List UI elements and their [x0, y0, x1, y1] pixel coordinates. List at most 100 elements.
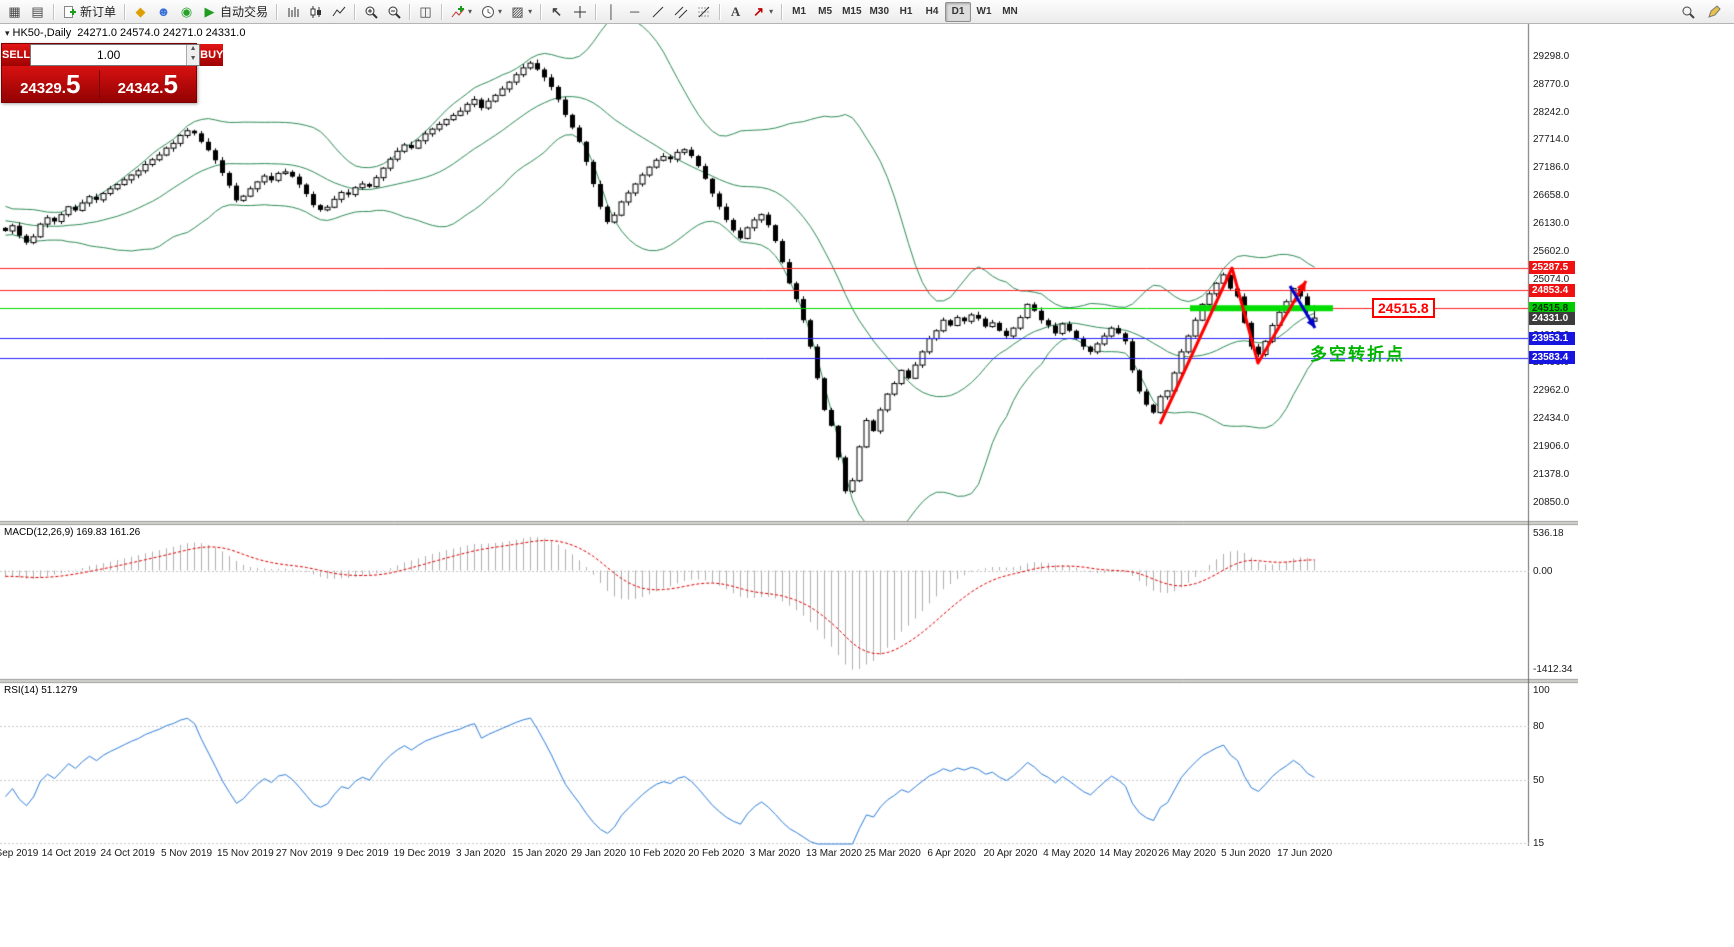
date-label: 25 Mar 2020: [864, 848, 921, 859]
tile-windows-button[interactable]: ◫: [414, 2, 437, 22]
autotrading-button[interactable]: ▶ 自动交易: [198, 2, 272, 22]
one-click-collapse-icon[interactable]: ▾: [5, 28, 10, 38]
toolbar-separator: [441, 3, 443, 20]
date-label: 29 Jan 2020: [570, 848, 627, 859]
buy-button[interactable]: BUY: [200, 44, 224, 66]
trendline-button[interactable]: [646, 2, 669, 22]
price-tag: 25287.5: [1529, 261, 1575, 275]
macd-tick-label: 0.00: [1533, 565, 1553, 577]
magnifier-icon: [1680, 4, 1695, 19]
chart-profiles-button[interactable]: ▤: [26, 2, 49, 22]
buy-price[interactable]: 24342. 5: [100, 71, 197, 97]
timeframe-d1-button[interactable]: D1: [945, 1, 971, 22]
rsi-label: RSI(14) 51.1279: [4, 685, 78, 696]
price-tick-label: 28770.0: [1533, 78, 1570, 90]
price-tick-label: 27186.0: [1533, 162, 1570, 174]
sell-button[interactable]: SELL: [2, 44, 31, 66]
date-label: 19 Dec 2019: [393, 848, 451, 859]
arrows-button[interactable]: ↗ ▾: [747, 2, 777, 22]
vertical-line-button[interactable]: │: [600, 2, 623, 22]
chart-title: ▾ HK50-,Daily 24271.0 24574.0 24271.0 2433…: [5, 27, 245, 39]
equidistant-channel-button[interactable]: [669, 2, 692, 22]
line-chart-button[interactable]: [327, 2, 350, 22]
channel-icon: [673, 4, 688, 19]
metaeditor-button[interactable]: ◆: [129, 2, 152, 22]
rsi-tick-label: 100: [1533, 685, 1550, 696]
date-label: 14 Oct 2019: [41, 848, 97, 859]
price-tick-label: 20850.0: [1533, 496, 1570, 508]
buy-price-main: 24342.: [117, 80, 164, 97]
new-order-button[interactable]: 新订单: [58, 2, 120, 22]
timeframe-m1-button[interactable]: M1: [786, 2, 812, 22]
date-label: 24 Oct 2019: [100, 848, 155, 859]
timeframe-m30-button[interactable]: M30: [866, 2, 893, 22]
rsi-tick-label: 80: [1533, 721, 1545, 732]
price-tick-label: 26658.0: [1533, 190, 1570, 202]
date-label: 3 Mar 2020: [749, 848, 801, 859]
toolbar-separator: [719, 3, 721, 20]
crosshair-button[interactable]: [568, 2, 591, 22]
search-button[interactable]: [1676, 2, 1699, 22]
sell-price[interactable]: 24329. 5: [2, 71, 99, 97]
timeframe-h1-button[interactable]: H1: [893, 2, 919, 22]
date-label: 17 Jun 2020: [1277, 848, 1333, 859]
price-tick-label: 21378.0: [1533, 468, 1570, 480]
zoom-out-button[interactable]: [382, 2, 405, 22]
timeframe-mn-button[interactable]: MN: [997, 2, 1023, 22]
indicators-button[interactable]: ▾: [446, 2, 476, 22]
horizontal-line-button[interactable]: ─: [623, 2, 646, 22]
timeframe-h4-button-label: H4: [925, 6, 939, 17]
timeframe-d1-button-label: D1: [951, 6, 965, 17]
cursor-icon: ↖: [551, 4, 563, 19]
hline-icon: ─: [629, 4, 640, 19]
periods-button[interactable]: ▾: [476, 2, 506, 22]
price-tag: 23953.1: [1529, 331, 1575, 345]
zoom-in-button[interactable]: [359, 2, 382, 22]
chart-canvas[interactable]: [0, 24, 1578, 846]
volume-decrease-button[interactable]: ▼: [187, 55, 200, 65]
community-button[interactable]: ☻: [152, 2, 175, 22]
volume-input[interactable]: [31, 45, 187, 65]
zoomin-icon: [363, 4, 378, 19]
one-click-trading-panel: SELL ▲ ▼ BUY 24329.5 24342.5: [1, 43, 224, 103]
new-chart-button[interactable]: ▦: [3, 2, 26, 22]
sell-price-pip: 5: [65, 69, 81, 99]
price-tag: 23583.4: [1529, 351, 1575, 365]
chart-symbol-period: HK50-,Daily: [12, 27, 72, 39]
candlestick-chart-button[interactable]: [304, 2, 327, 22]
vline-icon: │: [607, 4, 616, 19]
quick-edit-button[interactable]: [1702, 2, 1725, 22]
dropdown-caret-icon: ▾: [468, 7, 473, 16]
price-tick-label: 28242.0: [1533, 106, 1570, 118]
clock-icon: [480, 4, 495, 19]
text-label-button[interactable]: A: [724, 2, 747, 22]
dropdown-caret-icon: ▾: [528, 7, 533, 16]
timeframe-m15-button[interactable]: M15: [838, 2, 865, 22]
price-tag: 24853.4: [1529, 283, 1575, 297]
timeframe-w1-button[interactable]: W1: [971, 2, 997, 22]
mql5-button[interactable]: ◉: [175, 2, 198, 22]
turning-point-annotation: 多空转折点: [1310, 345, 1405, 364]
templates-button[interactable]: ▨ ▾: [506, 2, 536, 22]
template-icon: ▨: [511, 4, 524, 19]
timeframe-m5-button[interactable]: M5: [812, 2, 838, 22]
rsi-tick-label: 50: [1533, 775, 1545, 786]
zoomout-icon: [386, 4, 401, 19]
chart-ohlc-values: 24271.0 24574.0 24271.0 24331.0: [77, 27, 246, 39]
date-label: 26 May 2020: [1158, 848, 1216, 859]
timeframe-w1-button-label: W1: [976, 6, 992, 17]
price-tick-label: 29298.0: [1533, 50, 1570, 62]
timeframe-h4-button[interactable]: H4: [919, 2, 945, 22]
tile-icon: ◫: [419, 4, 432, 19]
fibo-icon: [696, 4, 711, 19]
cursor-button[interactable]: ↖: [545, 2, 568, 22]
volume-increase-button[interactable]: ▲: [187, 45, 200, 55]
rsi-tick-label: 15: [1533, 838, 1545, 849]
fibonacci-button[interactable]: [692, 2, 715, 22]
bar-chart-button[interactable]: [281, 2, 304, 22]
play-icon: ▶: [204, 4, 215, 19]
date-label: 5 Jun 2020: [1221, 848, 1271, 859]
arrow-icon: ↗: [753, 4, 765, 19]
